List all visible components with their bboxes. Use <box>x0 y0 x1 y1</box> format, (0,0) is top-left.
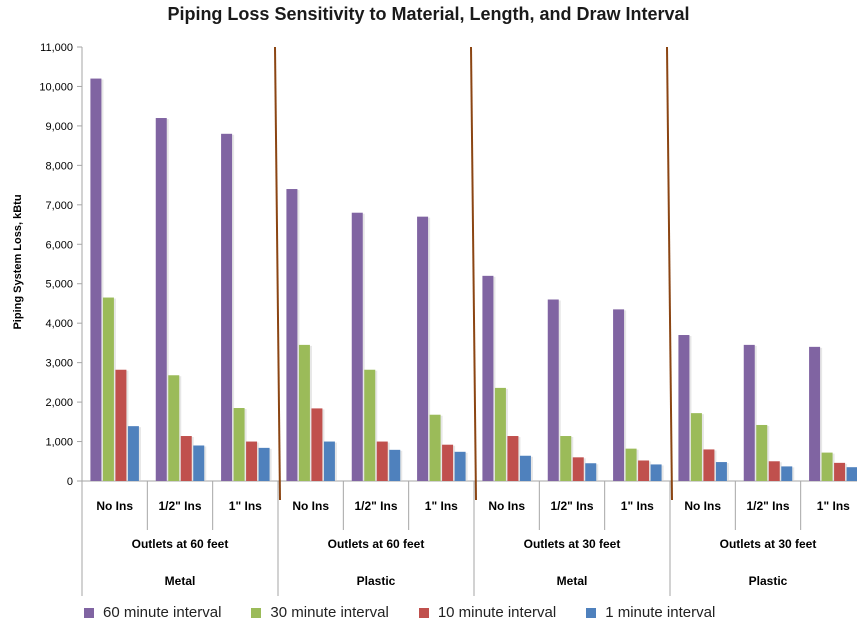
bar <box>507 436 519 481</box>
bar <box>311 408 323 481</box>
bar <box>90 78 102 482</box>
bar <box>364 369 376 481</box>
bar <box>519 455 531 481</box>
legend-label: 1 minute interval <box>605 604 716 621</box>
bar <box>678 335 690 481</box>
bar <box>821 452 833 481</box>
group-label-length: Outlets at 30 feet <box>524 537 621 551</box>
y-tick-label: 8,000 <box>45 160 73 172</box>
legend: 60 minute interval 30 minute interval 10 m… <box>84 604 745 621</box>
bar <box>115 369 127 481</box>
bar <box>547 299 559 481</box>
bar <box>258 447 270 481</box>
group-label-length: Outlets at 60 feet <box>328 537 425 551</box>
group-label-material: Plastic <box>749 574 788 588</box>
bar <box>703 449 715 481</box>
bar <box>127 426 139 481</box>
bar <box>246 441 258 481</box>
section-separator <box>666 46 673 501</box>
bar <box>625 448 637 481</box>
category-label: 1/2" Ins <box>746 499 789 513</box>
chart-title: Piping Loss Sensitivity to Material, Len… <box>167 4 690 24</box>
bar <box>102 297 114 481</box>
y-tick-label: 1,000 <box>45 437 73 449</box>
y-tick-label: 2,000 <box>45 397 73 409</box>
bar <box>743 344 755 481</box>
legend-swatch <box>418 607 429 618</box>
legend-label: 60 minute interval <box>103 604 222 621</box>
section-separator <box>274 46 281 501</box>
bar <box>715 462 727 481</box>
bar <box>494 387 506 481</box>
bar <box>417 216 429 481</box>
legend-label: 10 minute interval <box>437 604 557 621</box>
bar <box>323 441 335 481</box>
legend-label: 30 minute interval <box>270 604 389 621</box>
y-tick-label: 11,000 <box>40 42 73 54</box>
y-tick-label: 7,000 <box>45 200 73 212</box>
y-tick-label: 6,000 <box>45 239 73 251</box>
bar <box>613 309 625 481</box>
bar <box>376 441 388 481</box>
bar <box>221 133 233 482</box>
y-tick-label: 9,000 <box>45 121 73 133</box>
bar <box>454 451 466 481</box>
bar <box>560 436 572 481</box>
bar <box>585 463 597 481</box>
bar <box>768 461 780 481</box>
category-label: 1" Ins <box>229 499 262 513</box>
bar <box>834 462 846 481</box>
bar <box>442 444 454 481</box>
category-label: 1/2" Ins <box>550 499 593 513</box>
category-label: No Ins <box>292 499 329 513</box>
legend-swatch <box>251 607 262 618</box>
group-label-material: Plastic <box>357 574 396 588</box>
legend-swatch <box>84 607 94 618</box>
legend-swatch <box>586 607 597 618</box>
bar <box>482 275 494 481</box>
category-label: 1/2" Ins <box>354 499 397 513</box>
bar <box>846 467 857 481</box>
group-label-material: Metal <box>165 574 196 588</box>
bar <box>809 346 821 481</box>
group-label-length: Outlets at 60 feet <box>132 537 229 551</box>
legend-item: 60 minute interval <box>84 604 221 621</box>
category-label: 1" Ins <box>817 499 850 513</box>
bar <box>638 460 650 481</box>
legend-item: 30 minute interval <box>251 604 389 621</box>
section-separator <box>470 46 477 501</box>
bar <box>756 424 768 481</box>
category-label: No Ins <box>96 499 133 513</box>
y-tick-label: 0 <box>67 476 73 488</box>
bar <box>193 445 205 481</box>
legend-item: 1 minute interval <box>586 604 715 621</box>
y-tick-label: 5,000 <box>45 279 73 291</box>
bar <box>168 375 180 481</box>
bar <box>298 344 310 481</box>
category-label: 1" Ins <box>621 499 654 513</box>
group-label-material: Metal <box>557 574 588 588</box>
bar <box>389 449 401 481</box>
bar <box>155 118 167 481</box>
legend-item: 10 minute interval <box>418 604 557 621</box>
category-label: 1" Ins <box>425 499 458 513</box>
bar <box>650 464 662 481</box>
y-tick-label: 10,000 <box>39 81 73 93</box>
y-tick-label: 3,000 <box>45 358 73 370</box>
category-label: No Ins <box>488 499 525 513</box>
bar <box>781 466 793 481</box>
category-label: 1/2" Ins <box>158 499 201 513</box>
y-tick-label: 4,000 <box>45 318 73 330</box>
bar <box>429 414 441 481</box>
bar <box>233 408 245 481</box>
bar <box>690 413 702 481</box>
bar <box>180 436 192 481</box>
bar <box>351 212 363 481</box>
group-label-length: Outlets at 30 feet <box>720 537 817 551</box>
category-label: No Ins <box>684 499 721 513</box>
bar <box>572 457 584 481</box>
bar <box>286 189 298 481</box>
